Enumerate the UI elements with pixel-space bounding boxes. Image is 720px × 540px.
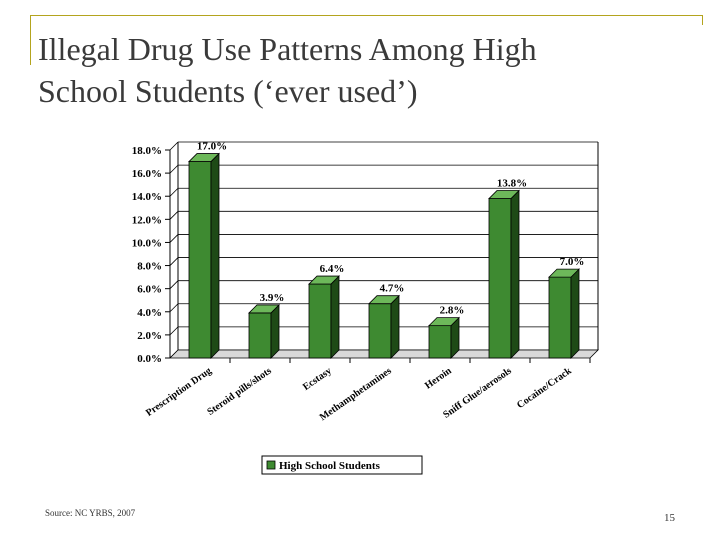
y-tick-label: 4.0%	[137, 307, 162, 319]
y-tick-label: 12.0%	[132, 214, 162, 226]
bar-top-2	[308, 275, 340, 285]
bar-0	[188, 161, 212, 359]
bar-1	[248, 312, 272, 359]
grid-diagonal	[169, 164, 179, 174]
bar-top-6	[548, 268, 580, 278]
slide-title-line2: School Students (‘ever used’)	[38, 73, 418, 109]
data-label: 7.0%	[560, 256, 585, 268]
frame-left-line	[30, 15, 31, 65]
bar-3	[368, 303, 392, 359]
frame-right-line	[702, 15, 703, 25]
bar-side-0	[210, 152, 220, 359]
x-category-label: Steroid pills/shots	[205, 365, 273, 417]
x-category-label: Heroin	[423, 365, 454, 391]
bar-top-3	[368, 295, 400, 305]
data-label: 3.9%	[260, 292, 285, 304]
y-tick-label: 8.0%	[137, 261, 162, 273]
bar-2	[308, 283, 332, 359]
data-label: 4.7%	[380, 283, 405, 295]
bar-side-5	[510, 189, 520, 359]
bar-side-1	[270, 303, 280, 359]
x-category-label: Ecstasy	[301, 365, 334, 392]
grid-diagonal	[169, 257, 179, 266]
grid-diagonal	[169, 280, 179, 289]
data-label: 6.4%	[320, 263, 345, 275]
bar-top-0	[188, 153, 220, 162]
bar-top-5	[488, 190, 520, 199]
x-category-label: Cocaine/Crack	[515, 365, 574, 411]
slide-title: Illegal Drug Use Patterns Among High Sch…	[38, 28, 678, 112]
y-tick-label: 2.0%	[137, 330, 162, 342]
y-tick-label: 18.0%	[132, 145, 162, 157]
legend-box	[261, 455, 423, 475]
legend-swatch	[266, 460, 276, 470]
page-number: 15	[664, 512, 675, 524]
bar-top-4	[428, 317, 460, 327]
data-label: 13.8%	[497, 178, 527, 190]
y-tick-label: 16.0%	[132, 168, 162, 180]
grid-diagonal	[169, 187, 179, 197]
grid-diagonal	[169, 303, 179, 313]
y-tick-label: 0.0%	[137, 353, 162, 365]
bar-4	[428, 325, 452, 359]
grid-diagonal	[169, 234, 179, 243]
frame-top-line	[30, 15, 702, 16]
source-note: Source: NC YRBS, 2007	[45, 508, 136, 518]
slide-title-line1: Illegal Drug Use Patterns Among High	[38, 31, 537, 67]
data-label: 2.8%	[440, 305, 465, 317]
grid-diagonal	[169, 141, 179, 151]
data-label: 17.0%	[197, 141, 227, 153]
bar-side-3	[390, 294, 400, 359]
grid-diagonal	[169, 211, 179, 220]
y-tick-label: 6.0%	[137, 284, 162, 296]
bar-side-6	[570, 268, 580, 359]
x-category-label: Prescription Drug	[144, 365, 214, 418]
bar-top-1	[248, 304, 280, 314]
grid-diagonal	[169, 326, 179, 336]
bar-6	[548, 276, 572, 359]
y-tick-label: 14.0%	[132, 191, 162, 203]
bar-5	[488, 198, 512, 359]
y-tick-label: 10.0%	[132, 237, 162, 249]
bar-side-2	[330, 275, 340, 359]
legend-label: High School Students	[279, 460, 381, 472]
